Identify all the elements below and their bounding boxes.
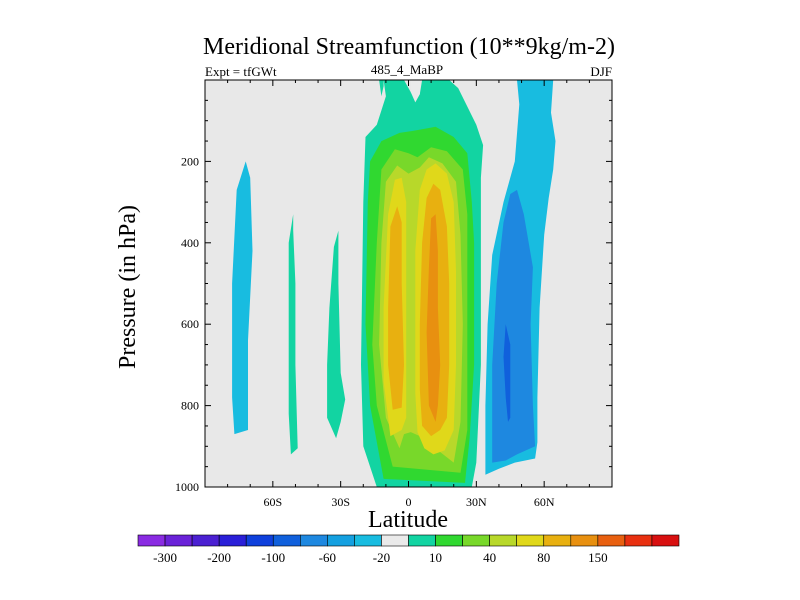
contour-cell-45s-positive bbox=[288, 214, 298, 455]
colorbar-box bbox=[462, 534, 490, 547]
colorbar-label: -100 bbox=[261, 550, 285, 565]
chart-title: Meridional Streamfunction (10**9kg/m-2) bbox=[203, 34, 615, 60]
colorbar-box bbox=[570, 534, 599, 547]
contour-hadley-max-north bbox=[426, 214, 441, 422]
colorbar-label: 150 bbox=[588, 550, 608, 565]
colorbar-box bbox=[327, 534, 355, 547]
colorbar-label: 10 bbox=[429, 550, 442, 565]
colorbar-box bbox=[381, 534, 409, 547]
colorbar-box bbox=[218, 534, 247, 547]
colorbar-label: 40 bbox=[483, 550, 496, 565]
colorbar-box bbox=[435, 534, 463, 547]
colorbar-box bbox=[408, 534, 436, 547]
contour-ferrel-north-inner bbox=[492, 189, 536, 463]
x-axis-label: Latitude bbox=[368, 507, 448, 533]
colorbar-box bbox=[245, 534, 274, 547]
expt-label: Expt = tfGWt bbox=[205, 64, 277, 79]
x-axis: 60S 30S 0 30N 60N bbox=[227, 80, 590, 509]
contour-cell-70s-negative bbox=[232, 161, 253, 435]
y-tick-label: 800 bbox=[181, 399, 199, 413]
colorbar-box bbox=[137, 534, 166, 547]
x-tick-label: 60S bbox=[263, 495, 282, 509]
y-tick-label: 200 bbox=[181, 154, 199, 168]
contour-cap-13s bbox=[379, 80, 384, 97]
x-tick-label: 60N bbox=[534, 495, 555, 509]
colorbar-box bbox=[191, 534, 220, 547]
y-tick-label: 1000 bbox=[175, 480, 199, 494]
colorbar-box bbox=[597, 534, 626, 547]
x-tick-label: 30S bbox=[331, 495, 350, 509]
colorbar-box bbox=[516, 534, 545, 547]
colorbar-box bbox=[624, 534, 653, 547]
colorbar-box bbox=[354, 534, 382, 547]
colorbar-box bbox=[272, 534, 301, 547]
colorbar-label: -60 bbox=[319, 550, 336, 565]
plot-area bbox=[204, 79, 613, 488]
subtitle-label: 485_4_MaBP bbox=[371, 62, 443, 77]
contour-cap-0n bbox=[410, 80, 420, 103]
colorbar-label: -20 bbox=[373, 550, 390, 565]
colorbar-box bbox=[299, 534, 328, 547]
contour-regions bbox=[232, 80, 556, 487]
colorbar-box bbox=[489, 534, 517, 547]
colorbar-box bbox=[543, 534, 572, 547]
colorbar-label: -300 bbox=[153, 550, 177, 565]
y-axis: 200 400 600 800 1000 bbox=[175, 99, 612, 494]
x-tick-label: 30N bbox=[466, 495, 487, 509]
y-tick-label: 400 bbox=[181, 236, 199, 250]
colorbar-label: -200 bbox=[207, 550, 231, 565]
colorbar-label: 80 bbox=[537, 550, 550, 565]
season-label: DJF bbox=[590, 64, 612, 79]
colorbar-box bbox=[164, 534, 193, 547]
x-tick-label: 0 bbox=[406, 495, 412, 509]
contour-ferrel-north-core bbox=[503, 324, 511, 422]
y-tick-label: 600 bbox=[181, 317, 199, 331]
contour-hadley-core-south bbox=[388, 206, 404, 410]
y-axis-label: Pressure (in hPa) bbox=[115, 205, 141, 369]
colorbar-box bbox=[651, 534, 680, 547]
contour-cell-33s-positive bbox=[327, 230, 346, 439]
colorbar: -300 -200 -100 -60 -20 10 40 80 150 bbox=[137, 534, 680, 565]
